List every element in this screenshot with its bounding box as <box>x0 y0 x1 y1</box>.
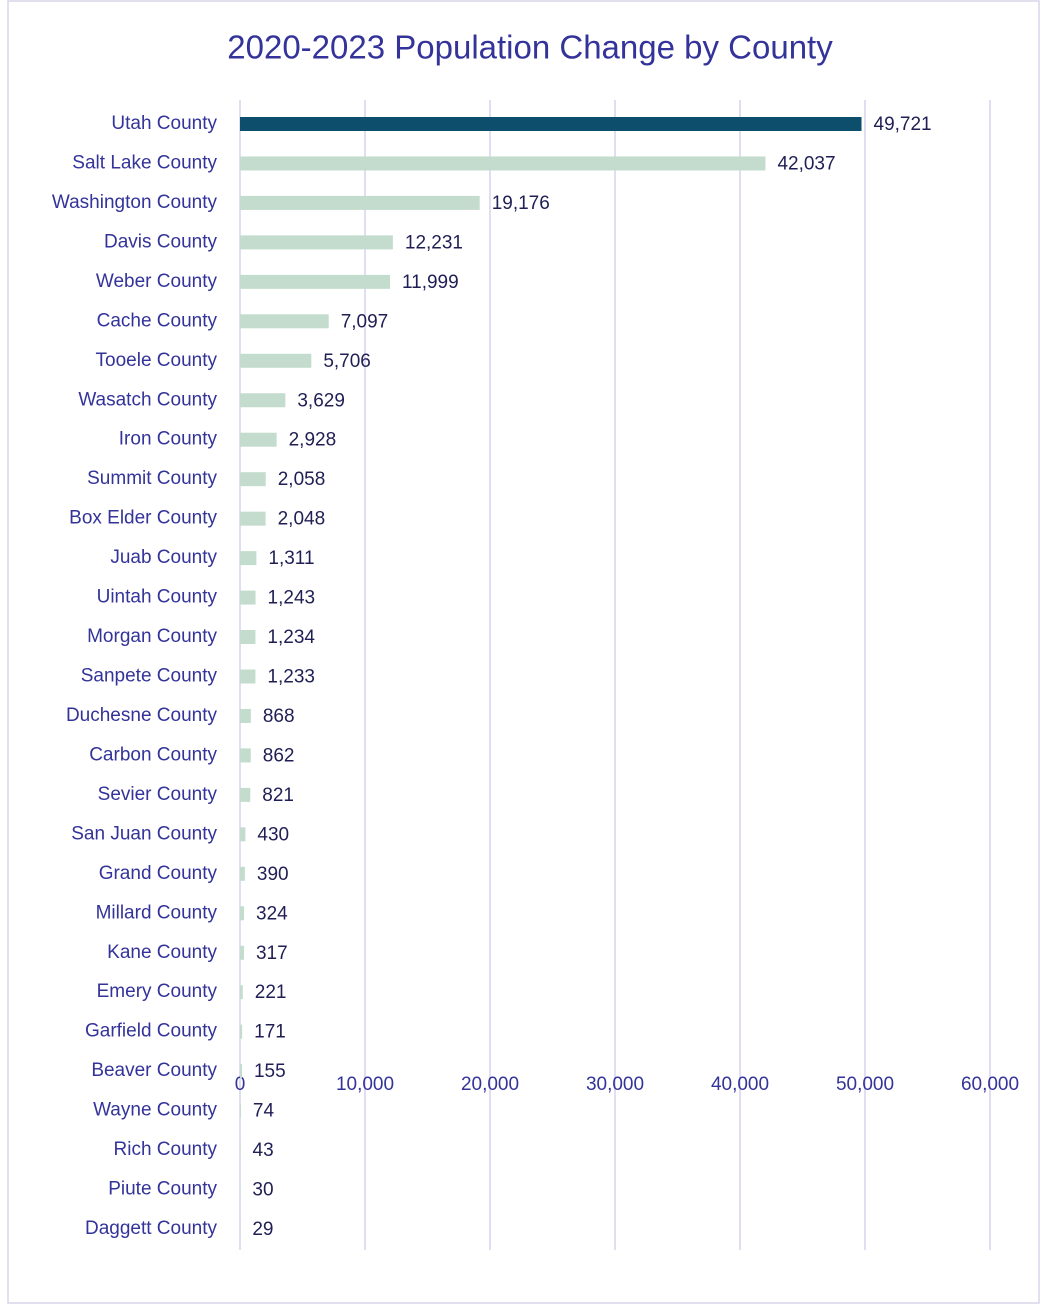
x-tick-label: 0 <box>235 1074 246 1095</box>
bar <box>240 945 244 960</box>
chart-frame <box>7 0 1040 1304</box>
bar <box>240 314 329 329</box>
value-label: 29 <box>252 1219 273 1240</box>
bar <box>240 866 245 881</box>
value-label: 42,037 <box>777 153 835 174</box>
value-label: 2,928 <box>289 430 337 451</box>
category-label: Garfield County <box>85 1021 218 1042</box>
bar <box>240 117 862 131</box>
category-label: Box Elder County <box>69 508 217 529</box>
category-label: Millard County <box>96 902 218 923</box>
category-label: Carbon County <box>89 744 217 765</box>
value-label: 155 <box>254 1061 286 1082</box>
value-label: 74 <box>253 1101 275 1122</box>
category-label: Kane County <box>107 942 217 963</box>
bar <box>240 1064 242 1079</box>
category-label: Duchesne County <box>66 705 218 726</box>
value-label: 1,233 <box>267 667 315 688</box>
bar <box>240 511 266 526</box>
value-label: 1,234 <box>267 627 315 648</box>
value-label: 821 <box>262 785 294 806</box>
bar <box>240 906 245 921</box>
value-label: 1,311 <box>268 548 314 569</box>
value-label: 11,999 <box>402 272 459 293</box>
bar <box>240 274 390 289</box>
value-label: 324 <box>256 903 288 924</box>
value-label: 171 <box>254 1022 286 1043</box>
bar <box>240 353 312 368</box>
value-label: 3,629 <box>297 390 345 411</box>
category-label: Uintah County <box>97 587 218 608</box>
x-tick-label: 60,000 <box>961 1074 1019 1095</box>
value-label: 430 <box>257 824 289 845</box>
value-label: 221 <box>255 982 287 1003</box>
value-label: 1,243 <box>268 588 316 609</box>
bar <box>240 669 256 684</box>
category-label: Iron County <box>119 429 218 450</box>
category-label: Weber County <box>96 271 218 292</box>
bar <box>240 748 251 763</box>
bar <box>240 1143 241 1158</box>
chart-title: 2020-2023 Population Change by County <box>227 29 833 66</box>
category-label: Piute County <box>108 1179 217 1200</box>
bar <box>240 472 266 487</box>
bar <box>240 432 277 447</box>
value-label: 868 <box>263 706 295 727</box>
bar <box>240 787 251 802</box>
category-label: Daggett County <box>85 1218 218 1239</box>
value-label: 49,721 <box>874 114 932 135</box>
value-label: 2,048 <box>278 509 326 530</box>
bar <box>240 985 243 1000</box>
x-tick-label: 50,000 <box>836 1074 894 1095</box>
category-label: Emery County <box>97 981 218 1002</box>
bar <box>240 235 393 250</box>
value-label: 5,706 <box>323 351 371 372</box>
category-label: Summit County <box>87 468 217 489</box>
bar <box>240 551 257 566</box>
category-label: Rich County <box>114 1139 218 1160</box>
category-label: Tooele County <box>96 350 218 371</box>
category-label: San Juan County <box>71 823 217 844</box>
x-tick-label: 30,000 <box>586 1074 644 1095</box>
bar <box>240 708 251 723</box>
bar <box>240 195 480 210</box>
category-label: Sevier County <box>98 784 218 805</box>
category-label: Washington County <box>52 192 218 213</box>
x-tick-label: 20,000 <box>461 1074 519 1095</box>
bar <box>240 393 286 408</box>
category-label: Salt Lake County <box>72 152 217 173</box>
category-label: Davis County <box>104 231 217 252</box>
bar <box>240 827 246 842</box>
bar <box>240 590 256 605</box>
value-label: 2,058 <box>278 469 326 490</box>
value-label: 30 <box>252 1180 273 1201</box>
value-label: 19,176 <box>492 193 550 214</box>
category-label: Beaver County <box>91 1060 217 1081</box>
category-label: Sanpete County <box>81 666 218 687</box>
value-label: 7,097 <box>341 311 389 332</box>
category-label: Juab County <box>110 547 217 568</box>
category-label: Wasatch County <box>78 389 217 410</box>
category-label: Morgan County <box>87 626 217 647</box>
bar <box>240 1103 241 1118</box>
bar <box>240 1024 243 1039</box>
value-label: 317 <box>256 943 288 964</box>
x-tick-label: 40,000 <box>711 1074 769 1095</box>
x-tick-label: 10,000 <box>336 1074 394 1095</box>
category-label: Utah County <box>111 113 217 134</box>
value-label: 43 <box>253 1140 274 1161</box>
value-label: 390 <box>257 864 289 885</box>
value-label: 862 <box>263 745 295 766</box>
category-label: Wayne County <box>93 1100 217 1121</box>
category-label: Cache County <box>97 310 218 331</box>
bar <box>240 630 256 645</box>
category-label: Grand County <box>99 863 218 884</box>
bar <box>240 156 766 171</box>
value-label: 12,231 <box>405 232 463 253</box>
